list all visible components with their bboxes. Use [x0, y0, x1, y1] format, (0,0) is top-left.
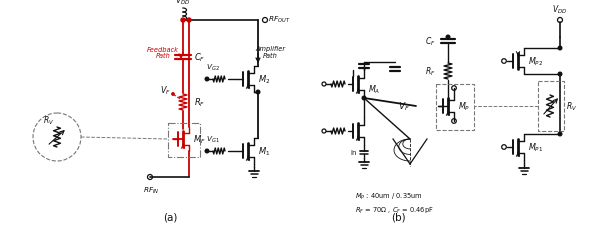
Text: $R_V$: $R_V$: [43, 114, 55, 126]
Text: $M_F$: $M_F$: [193, 133, 206, 146]
Text: Feedback
Path: Feedback Path: [147, 46, 179, 59]
Text: $M_1$: $M_1$: [258, 145, 270, 158]
Text: $C_F$: $C_F$: [194, 52, 205, 64]
Text: $M_A$: $M_A$: [368, 83, 380, 96]
Text: Amplifier
Path: Amplifier Path: [255, 45, 285, 58]
Circle shape: [256, 91, 260, 94]
Circle shape: [446, 36, 450, 40]
Circle shape: [362, 97, 366, 100]
Text: $V_{G2}$: $V_{G2}$: [206, 63, 220, 73]
Text: $V_{DD}$: $V_{DD}$: [552, 3, 568, 16]
Text: $M_2$: $M_2$: [258, 73, 270, 86]
Text: $M_{P1}$: $M_{P1}$: [528, 141, 543, 154]
Text: $RF_{OUT}$: $RF_{OUT}$: [268, 15, 291, 25]
Circle shape: [558, 133, 562, 136]
Circle shape: [558, 47, 562, 51]
Text: $M_{P2}$: $M_{P2}$: [528, 56, 543, 68]
Circle shape: [205, 150, 209, 153]
Text: $V_{G1}$: $V_{G1}$: [206, 134, 220, 144]
Circle shape: [187, 19, 191, 23]
Circle shape: [181, 19, 185, 23]
Text: $R_F$: $R_F$: [425, 65, 435, 78]
Text: $V_F$: $V_F$: [159, 84, 170, 97]
Text: (b): (b): [391, 212, 405, 222]
Text: $R_V$: $R_V$: [566, 100, 577, 113]
Text: In: In: [350, 149, 357, 155]
Text: $C_F$: $C_F$: [424, 36, 435, 48]
Circle shape: [205, 78, 209, 81]
Text: (a): (a): [163, 212, 177, 222]
Circle shape: [172, 93, 174, 96]
Text: $M_P$ : 40um / 0.35um
$R_F$ = 70$\Omega$ , $C_F$ = 0.46pF: $M_P$ : 40um / 0.35um $R_F$ = 70$\Omega$…: [355, 191, 434, 215]
Text: $RF_{IN}$: $RF_{IN}$: [143, 185, 159, 195]
Text: $V_F$: $V_F$: [398, 100, 410, 113]
Text: $M_P$: $M_P$: [458, 100, 470, 113]
Text: $R_F$: $R_F$: [194, 96, 205, 109]
Circle shape: [558, 73, 562, 77]
Text: $V_{DD}$: $V_{DD}$: [176, 0, 190, 7]
